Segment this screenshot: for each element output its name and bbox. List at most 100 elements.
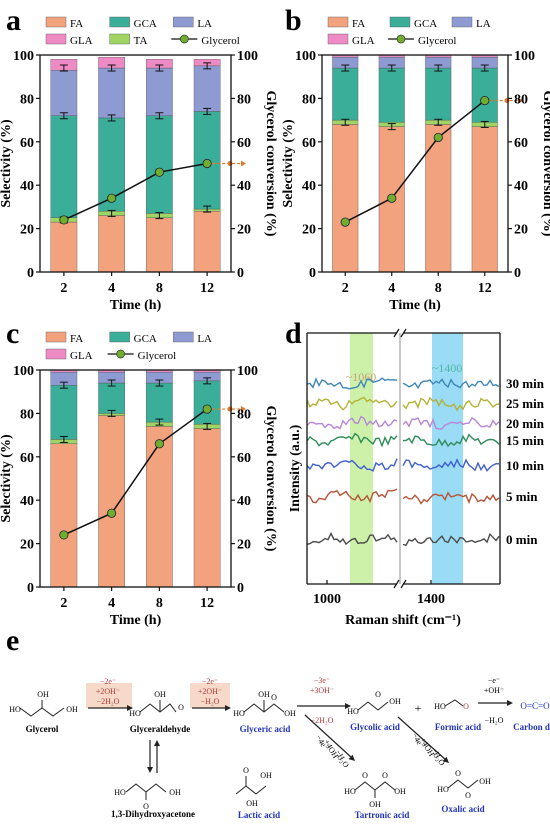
lactic-oh2: OH bbox=[246, 799, 258, 808]
oxalic-label: Oxalic acid bbox=[441, 804, 484, 814]
legend-swatch-GCA bbox=[109, 16, 130, 28]
panel-letter-c: c bbox=[6, 317, 19, 350]
bar-LA-8h bbox=[146, 67, 173, 116]
legend-swatch-LA bbox=[451, 16, 473, 28]
error-bar bbox=[107, 379, 116, 387]
error-bar bbox=[107, 64, 116, 72]
glyceraldehyde-label: Glyceraldehyde bbox=[130, 724, 191, 734]
bar-LA-12h bbox=[193, 65, 221, 112]
reagent-2-line-1: −2e⁻ bbox=[202, 677, 218, 686]
y-tick-label: 40 bbox=[302, 179, 316, 194]
reagent-box-2 bbox=[190, 683, 230, 708]
lactic-oh: OH bbox=[260, 771, 272, 780]
y-tick-label: 0 bbox=[27, 581, 34, 596]
bar-GCA-2h bbox=[50, 115, 78, 218]
oxalic-o1: O bbox=[455, 769, 461, 778]
y-tick-label: 20 bbox=[20, 223, 34, 238]
glycerol-axis-pointer-head bbox=[241, 160, 246, 167]
error-bar bbox=[203, 107, 212, 115]
bar-GCA-4h bbox=[378, 67, 405, 123]
y-tick-label: 60 bbox=[20, 136, 34, 151]
axis-break-mark bbox=[393, 579, 400, 589]
error-bar bbox=[387, 123, 396, 131]
legend: FA GCA LA GLA Glycerol bbox=[327, 16, 491, 47]
arrow-5 bbox=[304, 714, 353, 759]
x-tick-label: 4 bbox=[108, 596, 115, 611]
panel-letter-b: b bbox=[285, 4, 302, 37]
bar-LA-4h bbox=[98, 67, 125, 119]
spectrum-label-20-min: 20 min bbox=[506, 416, 545, 431]
y-tick-label: 80 bbox=[20, 92, 34, 107]
legend-swatch-FA bbox=[45, 16, 67, 28]
legend-swatch-GLA bbox=[327, 33, 349, 45]
glycerol-oh-mid: OH bbox=[37, 690, 49, 699]
error-bar bbox=[59, 435, 68, 443]
dha-label: 1,3-Dihydroxyacetone bbox=[111, 809, 195, 819]
bar-FA-2h bbox=[50, 443, 78, 588]
y2-tick-label: 40 bbox=[237, 179, 251, 194]
glycerol-point-8h bbox=[154, 167, 164, 177]
legend-swatch-LA bbox=[173, 331, 194, 343]
glycerol-line bbox=[63, 408, 208, 536]
spectrum-label-25-min: 25 min bbox=[506, 396, 545, 411]
glycerol-point-2h bbox=[59, 215, 69, 225]
error-bar bbox=[203, 62, 212, 70]
axis-break-mark bbox=[400, 579, 407, 589]
spectrum-5-min-seg1 bbox=[306, 488, 398, 504]
glycerol-point-2h bbox=[340, 217, 350, 227]
spectrum-15-min-seg2 bbox=[402, 433, 500, 448]
reagent-2-line-2: +2OH⁻ bbox=[198, 687, 222, 696]
formic-label: Formic acid bbox=[435, 722, 481, 732]
bar-LA-2h bbox=[50, 69, 78, 116]
bar-FA-12h bbox=[471, 126, 498, 273]
y2-tick-label: 20 bbox=[237, 223, 251, 238]
y-tick-label: 40 bbox=[20, 494, 34, 509]
oxalic-o2: O bbox=[465, 791, 471, 800]
legend-label-TA: TA bbox=[134, 35, 148, 47]
error-bar bbox=[387, 64, 396, 72]
bar-FA-4h bbox=[98, 215, 125, 273]
error-bar bbox=[59, 112, 68, 120]
y2-tick-label: 100 bbox=[514, 49, 535, 64]
legend-label-LA: LA bbox=[197, 18, 212, 30]
y2-tick-label: 0 bbox=[237, 266, 244, 281]
axis-break-mark bbox=[393, 328, 400, 338]
glycerol-point-12h bbox=[480, 95, 490, 106]
y-axis-label: Selectivity (%) bbox=[281, 119, 296, 208]
tartronic-structure bbox=[354, 781, 396, 791]
reagent-3-line-1: −3e⁻ bbox=[314, 676, 330, 685]
carbon-label: Carbon dio bbox=[513, 722, 550, 732]
y-tick-label: 60 bbox=[302, 136, 316, 151]
y-tick-label: 0 bbox=[309, 266, 316, 281]
chart-panel-c: 0 0 20 20 40 40 60 60 80 80 100 100 2 4 8 12 Time (h) Sel… bbox=[0, 331, 278, 628]
glycerol-point-8h bbox=[154, 439, 164, 449]
reaction-scheme-e: HOOHOHGlycerol−2e⁻+2OH⁻−2H₂OHOOHOGlycera… bbox=[9, 676, 550, 820]
bar-GCA-8h bbox=[425, 67, 452, 121]
glyceric-oh: OH bbox=[258, 690, 270, 699]
raman-band-label-1060: ~1060 bbox=[346, 370, 377, 384]
error-bar bbox=[480, 64, 489, 72]
reagent-1-line-3: −2H₂O bbox=[97, 697, 120, 706]
legend-marker-Glycerol bbox=[116, 349, 126, 359]
legend-marker-Glycerol bbox=[179, 34, 189, 44]
raman-band-1060 bbox=[350, 333, 373, 584]
raman-band-label-1400: ~1400 bbox=[432, 361, 463, 375]
legend-swatch-GLA bbox=[45, 33, 67, 45]
x-tick-label: 12 bbox=[478, 281, 492, 296]
spectrum-0-min-seg2 bbox=[402, 533, 500, 547]
y-tick-label: 40 bbox=[20, 179, 34, 194]
arrow-2-head bbox=[225, 705, 231, 711]
glycerol-point-4h bbox=[107, 508, 117, 518]
glycerol-oh-right: OH bbox=[66, 705, 78, 714]
reagent-4-line-1: −e⁻ bbox=[488, 676, 500, 685]
reagent-box-1 bbox=[86, 683, 132, 708]
error-bar bbox=[155, 212, 164, 220]
error-bar bbox=[203, 377, 212, 385]
dha-structure bbox=[125, 783, 167, 793]
formic-structure bbox=[444, 699, 464, 707]
legend-swatch-GCA bbox=[109, 331, 130, 343]
bar-GCA-2h bbox=[50, 384, 78, 440]
spectrum-label-0-min: 0 min bbox=[506, 532, 538, 547]
raman-panel-d: ~1060 ~1400 30 min 25 min 20 min 15 min 10 min… bbox=[288, 328, 545, 628]
